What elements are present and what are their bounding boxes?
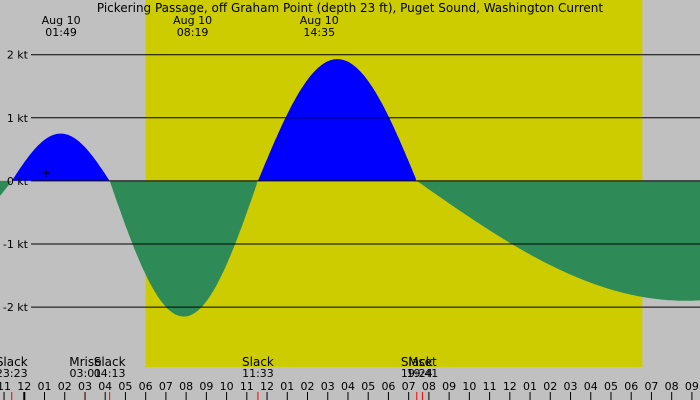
flood-lobe: [12, 133, 110, 181]
x-axis-ticks: [3, 392, 693, 400]
ebb-lobe: [416, 180, 700, 301]
y-tick-label: -2 kt: [3, 301, 29, 314]
x-tick-label: 09: [685, 380, 699, 393]
x-axis-labels: 11 12 01 02 03 04 05 06 07 08 09 10 11 12 01 02 03 04 05 06…: [0, 380, 699, 393]
x-tick-label: 04: [98, 380, 112, 393]
x-tick-label: 05: [604, 380, 618, 393]
x-tick-label: 09: [199, 380, 213, 393]
x-tick-label: 05: [361, 380, 375, 393]
x-tick-label: 06: [139, 380, 153, 393]
x-tick-label: 07: [159, 380, 173, 393]
x-tick-label: 11: [0, 380, 11, 393]
x-tick-label: 01: [523, 380, 537, 393]
y-tick-label: 2 kt: [7, 49, 29, 62]
x-tick-label: 11: [240, 380, 254, 393]
y-axis-labels: 2 kt 1 kt 0 kt -1 kt -2 kt: [3, 49, 29, 314]
event-time-label: 03:01: [70, 367, 102, 380]
x-tick-label: 01: [38, 380, 52, 393]
x-tick-label: 10: [462, 380, 476, 393]
x-tick-label: 12: [17, 380, 31, 393]
x-tick-label: 12: [503, 380, 517, 393]
moon-event-label: Mset: [408, 355, 437, 369]
peak-time-label: 14:35: [303, 26, 335, 39]
x-tick-label: 07: [644, 380, 658, 393]
small-plus-marker: +: [41, 166, 51, 180]
x-tick-label: 07: [402, 380, 416, 393]
x-tick-label: 02: [301, 380, 315, 393]
chart-title: Pickering Passage, off Graham Point (dep…: [97, 1, 604, 15]
slack-label: Slack: [401, 355, 433, 369]
slack-label: Slack: [242, 355, 274, 369]
event-time-label: 11:33: [242, 367, 274, 380]
x-tick-label: 03: [321, 380, 335, 393]
y-tick-label: -1 kt: [3, 238, 29, 251]
event-time-label: 04:13: [94, 367, 126, 380]
flood-lobe: [257, 59, 416, 181]
y-gridlines: [31, 54, 700, 308]
y-tick-label: 1 kt: [7, 112, 29, 125]
x-tick-label: 03: [564, 380, 578, 393]
x-tick-label: 08: [665, 380, 679, 393]
x-tick-label: 06: [381, 380, 395, 393]
peak-date-label: Aug 10: [42, 14, 81, 27]
event-time-label: 19:24: [401, 367, 433, 380]
event-labels: Slack23:23Slack04:13Slack11:33Slack19:24…: [0, 355, 438, 380]
peak-time-label: 08:19: [177, 26, 209, 39]
peak-date-label: Aug 10: [173, 14, 212, 27]
ebb-lobe: [110, 180, 257, 317]
ebb-area: [0, 180, 700, 317]
x-tick-label: 02: [543, 380, 557, 393]
x-tick-label: 04: [584, 380, 598, 393]
x-tick-label: 08: [179, 380, 193, 393]
x-tick-label: 01: [280, 380, 294, 393]
x-tick-label: 04: [341, 380, 355, 393]
ebb-lobe: [0, 180, 12, 196]
flood-area: [12, 59, 416, 181]
peak-time-label: 01:49: [45, 26, 77, 39]
x-tick-label: 10: [220, 380, 234, 393]
x-tick-label: 03: [78, 380, 92, 393]
x-tick-label: 12: [260, 380, 274, 393]
x-tick-label: 11: [483, 380, 497, 393]
slack-label: Slack: [94, 355, 126, 369]
x-tick-label: 08: [422, 380, 436, 393]
event-time-label: 23:23: [0, 367, 28, 380]
x-tick-label: 05: [118, 380, 132, 393]
event-time-label: 19:41: [407, 367, 439, 380]
x-tick-label: 06: [624, 380, 638, 393]
x-tick-label: 02: [58, 380, 72, 393]
peak-date-label: Aug 10: [300, 14, 339, 27]
y-tick-label: 0 kt: [7, 175, 29, 188]
slack-label: Slack: [0, 355, 28, 369]
moon-event-label: Mrise: [69, 355, 101, 369]
x-tick-label: 09: [442, 380, 456, 393]
